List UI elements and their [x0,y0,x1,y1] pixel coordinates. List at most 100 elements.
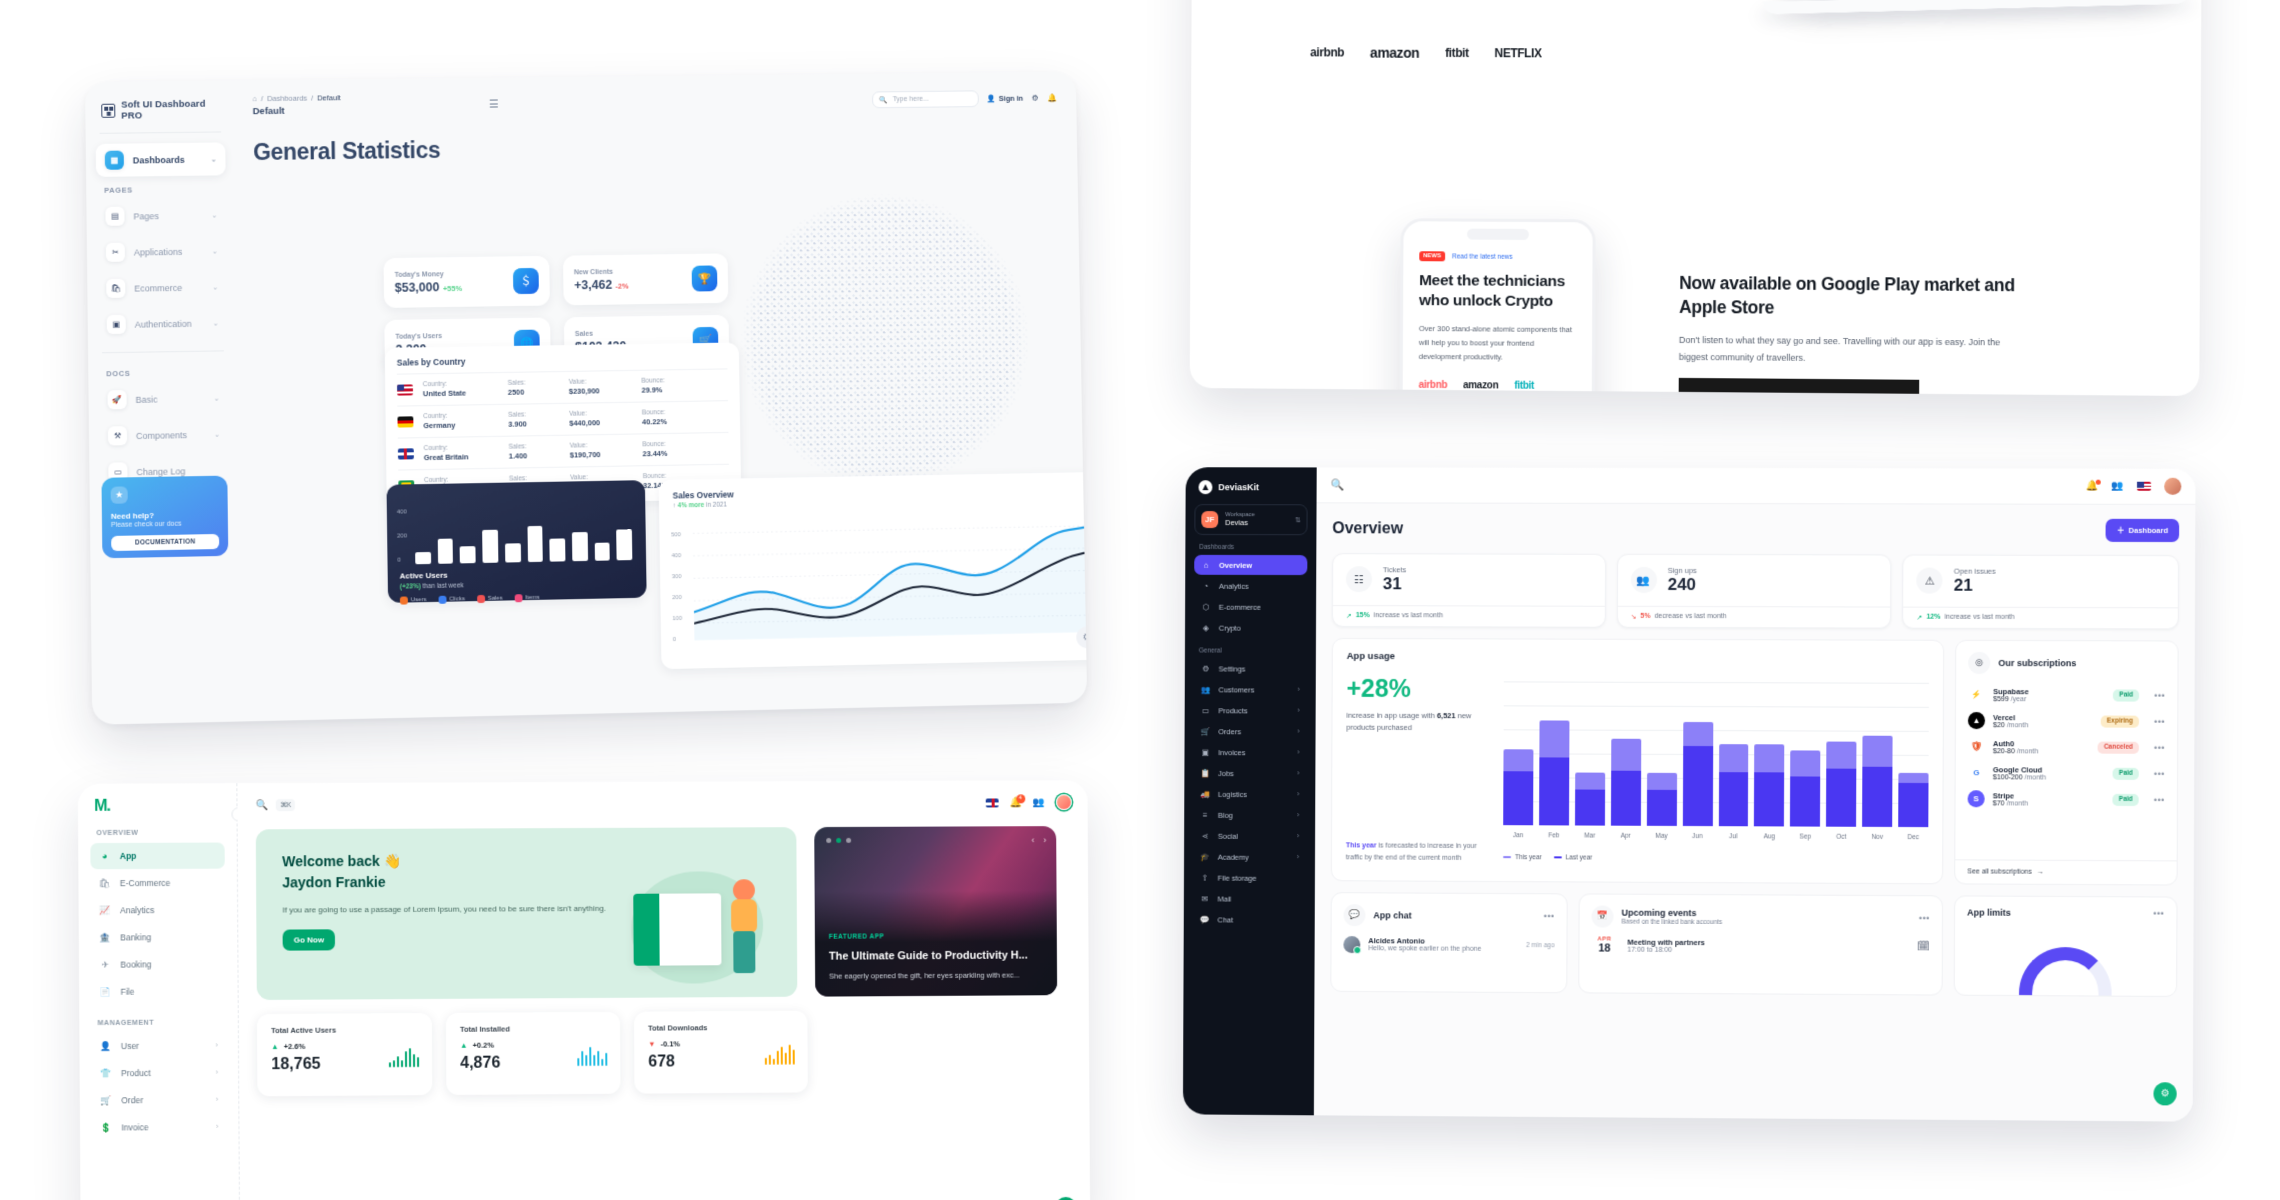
sidebar-item-product[interactable]: 👕 Product › [92,1059,226,1086]
sidebar-item-dashboards[interactable]: ▦ Dashboards ⌄ [95,142,226,177]
sidebar-item-chat[interactable]: 💬 Chat [1193,909,1306,930]
sidebar-item-blog[interactable]: ≡ Blog › [1193,805,1306,825]
sidebar-item-crypto[interactable]: ◈ Crypto [1194,618,1307,638]
featured-app-card[interactable]: ‹ › FEATURED APP The Ultimate Guide to Pr… [814,826,1058,997]
flag-us-icon[interactable] [2136,481,2152,491]
settings-fab-button[interactable]: ⚙ [2153,1082,2177,1106]
stat-card-new-clients[interactable]: New Clients +3,462 -2% 🏆 [562,253,729,306]
sidebar-item-analytics[interactable]: 📈 Analytics [91,897,225,924]
cart-icon: 🛒 [1200,726,1211,736]
sidebar-item-orders[interactable]: 🛒 Orders › [1193,721,1306,741]
calendar-open-icon[interactable]: 🗓 [1917,941,1930,953]
documentation-button[interactable]: DOCUMENTATION [111,533,220,552]
marketing-page-window[interactable]: airbnb amazon fitbit NETFLIX NEWS Read t… [1189,0,2202,397]
avatar[interactable] [2164,477,2182,495]
sidebar-item-settings[interactable]: ⚙ Settings [1194,658,1307,678]
sidebar-item-file[interactable]: 📄 File [91,978,225,1005]
bell-icon[interactable]: 🔔 [2086,479,2101,492]
soft-ui-dashboard-window[interactable]: Soft UI Dashboard PRO ▦ Dashboards ⌄ PAG… [85,71,1088,725]
list-item[interactable]: ⚡ Supabase $599 /year Paid ••• [1956,681,2178,708]
breadcrumb[interactable]: ⌂ / Dashboards / Default [252,93,340,103]
sidebar-item-ecommerce[interactable]: 🛍 Ecommerce ⌄ [97,270,227,305]
sidebar-item-basic[interactable]: 🚀 Basic ⌄ [98,381,228,416]
sidebar-item-analytics[interactable]: ◔ Analytics [1194,576,1307,596]
dashboard-button[interactable]: ＋ Dashboard [2105,518,2180,543]
sidebar-item-user[interactable]: 👤 User › [92,1032,226,1059]
sidebar-item-overview[interactable]: ⌂ Overview [1194,554,1308,576]
flag-us-icon [397,384,414,396]
carousel-nav[interactable]: ‹ › [1031,835,1046,845]
news-link[interactable]: Read the latest news [1452,252,1513,261]
sidebar-item-booking[interactable]: ✈ Booking [91,951,225,978]
sidebar-item-social[interactable]: ⋖ Social › [1193,826,1306,846]
more-options-icon[interactable]: ••• [1918,912,1930,923]
devias-brand[interactable]: DeviasKit [1194,478,1307,504]
minimal-logo-icon[interactable]: M. [94,797,111,815]
list-item[interactable]: G Google Cloud $100-200 /month Paid ••• [1956,760,2178,787]
more-options-icon[interactable]: ••• [2154,716,2166,727]
col-header: Value: [569,442,588,450]
chevron-right-icon: › [1296,853,1300,861]
menu-toggle-icon[interactable]: ☰ [488,98,499,111]
more-options-icon[interactable]: ••• [2153,768,2165,779]
sign-in-button[interactable]: 👤 Sign in [987,94,1023,103]
avatar[interactable] [1055,794,1072,811]
contacts-icon[interactable]: 👥 [1032,796,1046,808]
more-options-icon[interactable]: ••• [2153,908,2165,919]
sidebar-item-order[interactable]: 🛒 Order › [92,1087,226,1114]
sidebar-item-invoices[interactable]: ▣ Invoices › [1193,742,1306,762]
devias-kit-window[interactable]: DeviasKit JF Workspace Devias ⇅ Dashboar… [1182,467,2196,1122]
stat-card-open-issues[interactable]: ⚠ Open issues 21 ↗ 12% increase vs last … [1902,554,2180,629]
list-item[interactable]: 🛡 Auth0 $20-80 /month Canceled ••• [1956,734,2178,761]
home-icon[interactable]: ⌂ [252,94,258,104]
search-input[interactable]: 🔍 Type here... [871,90,979,109]
breadcrumb-level1[interactable]: Dashboards [267,93,308,104]
stat-card-tickets[interactable]: ☷ Tickets 31 ↗ 15% increase vs last mont… [1331,553,1606,628]
sidebar-item-ecommerce[interactable]: ⬡ E-commerce [1194,597,1307,617]
list-item[interactable]: ▲ Vercel $20 /month Expiring ••• [1956,708,2178,735]
sidebar-item-applications[interactable]: ✂ Applications ⌄ [97,234,227,269]
stat-card-signups[interactable]: 👥 Sign ups 240 ↘ 5% decrease vs last mon… [1616,553,1892,629]
sidebar-item-logistics[interactable]: 🚚 Logistics › [1193,784,1306,804]
workspace-switcher[interactable]: JF Workspace Devias ⇅ [1194,504,1308,536]
sidebar-item-pages[interactable]: ▤ Pages ⌄ [96,198,226,233]
settings-gear-icon[interactable]: ⚙ [1076,626,1088,649]
sidebar-item-ecommerce[interactable]: 🛍 E-Commerce [91,870,225,897]
bell-icon[interactable]: 🔔 4 [1010,793,1025,808]
more-options-icon[interactable]: ••• [2154,690,2166,701]
contacts-icon[interactable]: 👥 [2111,480,2124,492]
list-item[interactable]: APR 18 Meeting with partners 17:00 to 18… [1591,936,1930,956]
sidebar-item-mail[interactable]: ✉ Mail [1193,888,1306,909]
kpi-card-total-downloads[interactable]: Total Downloads ▼ -0.1% 678 [633,1010,808,1094]
sidebar-item-authentication[interactable]: ▣ Authentication ⌄ [98,306,228,341]
gear-icon[interactable]: ⚙ [1031,93,1039,103]
search-icon[interactable]: 🔍 [1330,479,1345,492]
kpi-card-total-installed[interactable]: Total Installed ▲ +0.2% 4,876 [445,1011,621,1096]
sidebar-item-products[interactable]: ▭ Products › [1194,700,1307,720]
sidebar-item-file-storage[interactable]: ⇪ File storage [1193,868,1306,889]
more-options-icon[interactable]: ••• [2154,742,2166,753]
flag-gb-icon[interactable] [985,797,999,807]
sidebar-item-components[interactable]: ⚒ Components ⌄ [99,417,229,452]
more-options-icon[interactable]: ••• [1543,910,1555,921]
sidebar-item-invoice[interactable]: 💲 Invoice › [92,1114,226,1141]
softui-brand[interactable]: Soft UI Dashboard PRO [95,95,225,122]
sidebar-item-customers[interactable]: 👥 Customers › [1194,679,1307,699]
see-all-subscriptions-link[interactable]: See all subscriptions → [1955,858,2177,885]
sidebar-item-academy[interactable]: 🎓 Academy › [1193,847,1306,867]
sales-overview-card: Sales Overview ↑ 4% more in 2021 500 400… [658,471,1088,670]
more-options-icon[interactable]: ••• [2153,794,2165,805]
video-embed[interactable]: ! Video unavailable [1678,377,1920,397]
kpi-card-total-active-users[interactable]: Total Active Users ▲ +2.6% 18,765 [256,1012,433,1097]
list-item[interactable]: Alcides Antonio Hello, we spoke earlier … [1343,935,1555,954]
go-now-button[interactable]: Go Now [282,929,336,951]
sidebar-item-banking[interactable]: 🏦 Banking [91,924,225,951]
list-item[interactable]: S Stripe $70 /month Paid ••• [1955,786,2177,813]
stat-card-todays-money[interactable]: Today's Money $53,000 +55% ＄ [383,255,550,308]
minimal-dashboard-window[interactable]: M. OVERVIEW ◕ App 🛍 E-Commerce 📈 Analytics … [77,780,1091,1200]
sidebar-item-jobs[interactable]: 📋 Jobs › [1193,763,1306,783]
sidebar-item-app[interactable]: ◕ App [90,842,225,870]
bell-icon[interactable]: 🔔 [1047,93,1057,103]
carousel-dots[interactable] [826,837,852,843]
search-icon[interactable]: 🔍 [255,799,269,811]
